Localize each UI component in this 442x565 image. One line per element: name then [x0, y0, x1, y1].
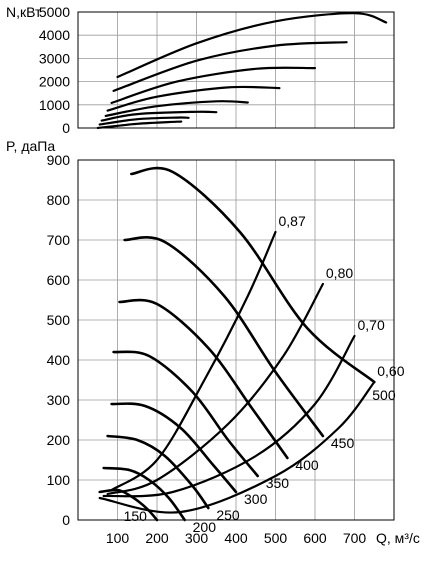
power-curve [104, 100, 249, 117]
efficiency-label: 0,60 [377, 363, 404, 379]
efficiency-labels: 0,87 0,80 0,70 0,60 [279, 213, 405, 379]
speed-curve [123, 236, 325, 438]
speed-curve [118, 298, 289, 460]
speed-label: 150 [124, 508, 148, 524]
power-curve [116, 12, 388, 79]
efficiency-curve [102, 334, 356, 498]
power-frame [77, 11, 395, 129]
pressure-grid [78, 160, 394, 520]
pressure-y-tick-label: 0 [62, 512, 70, 528]
power-curve [110, 66, 317, 104]
power-y-ticks: 0 1000 2000 3000 4000 5000 [39, 4, 70, 136]
power-curve [100, 110, 218, 122]
speed-label: 500 [372, 387, 396, 403]
pressure-panel: P, даПа Q, м³/с 010020030040050060070080… [6, 138, 420, 546]
pressure-y-tick-label: 800 [47, 192, 71, 208]
speed-curves [98, 166, 376, 522]
pressure-y-tick-label: 400 [47, 352, 71, 368]
pressure-y-tick-label: 600 [47, 272, 71, 288]
pressure-y-tick-label: 500 [47, 312, 71, 328]
power-y-tick-label: 5000 [39, 4, 70, 20]
speed-curve [130, 166, 376, 384]
speed-label: 350 [266, 475, 290, 491]
pressure-frame [77, 159, 395, 521]
pressure-y-ticks: 0 100 200 300 400 500 600 700 800 900 [47, 152, 71, 528]
power-curve [112, 41, 348, 92]
power-y-tick-label: 1000 [39, 97, 70, 113]
speed-curve [102, 466, 186, 522]
speed-label: 300 [244, 491, 268, 507]
pressure-y-tick-label: 300 [47, 392, 71, 408]
pressure-axis-title: P, даПа [6, 138, 55, 154]
pressure-y-tick-label: 900 [47, 152, 71, 168]
power-y-tick-label: 4000 [39, 27, 70, 43]
pressure-y-tick-label: 700 [47, 232, 71, 248]
speed-curve [110, 402, 238, 494]
power-y-tick-label: 2000 [39, 74, 70, 90]
flow-x-tick-label: 600 [303, 530, 327, 546]
power-grid [78, 12, 394, 128]
speed-label: 250 [216, 507, 240, 523]
pressure-y-tick-label: 200 [47, 432, 71, 448]
power-axis-title: N,кВт [6, 4, 42, 20]
power-curve [98, 116, 190, 126]
efficiency-curve [110, 230, 277, 492]
efficiency-curve [106, 282, 324, 496]
flow-x-tick-label: 300 [185, 530, 209, 546]
power-panel: N,кВт 0 1000 2000 3000 4000 5000 [6, 4, 395, 136]
flow-x-tick-label: 500 [264, 530, 288, 546]
speed-curve [106, 434, 210, 510]
power-y-tick-label: 0 [62, 120, 70, 136]
flow-x-ticks: 100 200 300 400 500 600 700 [106, 530, 367, 546]
flow-x-tick-label: 400 [224, 530, 248, 546]
power-y-tick-label: 3000 [39, 50, 70, 66]
efficiency-label: 0,70 [358, 317, 385, 333]
flow-x-tick-label: 100 [106, 530, 130, 546]
efficiency-label: 0,80 [326, 265, 353, 281]
flow-axis-title: Q, м³/с [376, 530, 420, 546]
power-curves [96, 12, 388, 130]
power-curve [96, 120, 183, 130]
speed-label: 400 [295, 457, 319, 473]
speed-label: 200 [193, 519, 217, 535]
power-curve [106, 85, 281, 112]
flow-x-tick-label: 700 [343, 530, 367, 546]
pressure-y-tick-label: 100 [47, 472, 71, 488]
speed-label: 450 [331, 435, 355, 451]
flow-x-tick-label: 200 [145, 530, 169, 546]
speed-curve [98, 488, 159, 522]
speed-curve [112, 350, 259, 478]
efficiency-label: 0,87 [279, 213, 306, 229]
